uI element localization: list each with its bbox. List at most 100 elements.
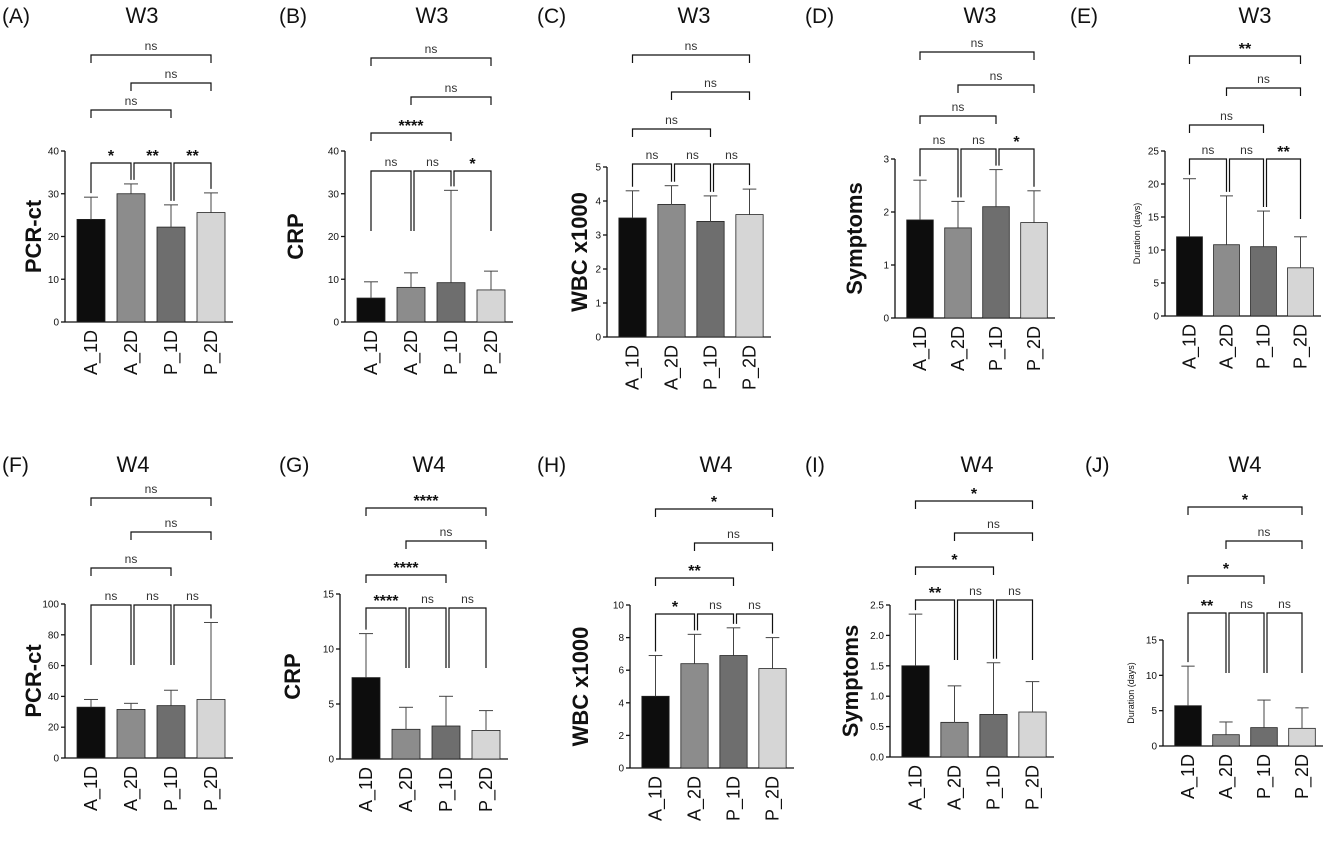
y-tick-label: 0: [53, 754, 59, 765]
bar-p-2d: [735, 214, 764, 338]
panel-letter: (C): [537, 5, 566, 28]
bar-p-2d: [196, 699, 226, 759]
bar-p-1d: [696, 220, 725, 338]
bar-a-2d: [1212, 734, 1240, 747]
significance-label: ns: [1240, 597, 1253, 611]
significance-label: *: [108, 148, 115, 165]
significance-label: ns: [146, 589, 159, 603]
x-tick-label: A_1D: [1178, 754, 1199, 799]
significance-bracket: [654, 577, 735, 586]
bar-a-1d: [641, 695, 670, 769]
bar-a-2d: [657, 203, 686, 338]
x-tick-label: P_2D: [201, 330, 222, 375]
y-tick-label: 1.5: [870, 661, 884, 672]
panel-title: W3: [1239, 3, 1272, 28]
significance-bracket: [914, 566, 995, 575]
x-tick-label: P_2D: [481, 330, 502, 375]
x-tick-label: A_1D: [356, 767, 377, 812]
significance-label: **: [186, 148, 199, 165]
y-axis-label: Symptoms: [838, 625, 863, 737]
y-tick-label: 15: [323, 590, 335, 601]
y-tick-label: 15: [1146, 636, 1158, 647]
panel-letter: (G): [279, 454, 309, 477]
bar-p-2d: [1020, 222, 1048, 319]
significance-label: ns: [1258, 525, 1271, 539]
bar-a-1d: [906, 219, 934, 319]
bar-p-2d: [1288, 727, 1316, 747]
bar-a-2d: [116, 709, 146, 759]
bar-a-2d: [396, 286, 426, 323]
significance-bracket: [654, 508, 774, 517]
bar-p-2d: [196, 212, 226, 323]
significance-bracket: [1225, 540, 1303, 549]
significance-bracket: [712, 163, 751, 192]
significance-bracket: [956, 599, 995, 660]
bar-a-2d: [1213, 244, 1240, 317]
bar-p-2d: [1018, 711, 1047, 758]
y-tick-label: 0: [618, 764, 624, 775]
x-tick-label: A_1D: [623, 345, 644, 390]
y-axis-label: WBC x1000: [568, 627, 593, 747]
significance-label: *: [672, 599, 679, 616]
significance-bracket: [370, 57, 492, 66]
significance-bracket: [133, 162, 172, 201]
significance-label: ****: [414, 493, 440, 510]
y-tick-label: 0: [1151, 742, 1157, 753]
y-tick-label: 20: [328, 232, 340, 243]
x-tick-label: P_1D: [161, 766, 182, 811]
significance-bracket: [370, 170, 412, 231]
x-tick-label: P_2D: [763, 776, 784, 821]
significance-bracket: [365, 607, 407, 668]
x-tick-label: A_1D: [361, 330, 382, 375]
significance-bracket: [914, 500, 1034, 509]
significance-label: ns: [972, 133, 985, 147]
y-tick-label: 1: [883, 261, 889, 272]
y-tick-label: 5: [595, 163, 601, 174]
significance-bracket: [453, 170, 492, 231]
panel-letter: (D): [805, 5, 834, 28]
significance-label: ns: [748, 598, 761, 612]
significance-label: *: [1013, 134, 1020, 151]
y-tick-label: 25: [1148, 147, 1160, 158]
significance-bracket: [914, 599, 956, 660]
significance-bracket: [90, 604, 132, 665]
y-tick-label: 4: [618, 698, 624, 709]
significance-label: ns: [727, 527, 740, 541]
bar-a-2d: [680, 663, 709, 769]
significance-bracket: [673, 163, 712, 192]
bar-a-2d: [391, 728, 421, 760]
x-tick-label: A_1D: [906, 765, 927, 810]
significance-label: **: [146, 148, 159, 165]
significance-label: ns: [186, 589, 199, 603]
y-axis-label: CRP: [280, 653, 305, 699]
x-tick-label: A_2D: [396, 767, 417, 812]
panel-title: W3: [416, 3, 449, 28]
y-tick-label: 2: [883, 208, 889, 219]
bar-a-1d: [351, 677, 381, 760]
significance-bracket: [919, 148, 959, 198]
x-tick-label: P_1D: [984, 765, 1005, 810]
bar-a-2d: [116, 193, 146, 323]
chart-panel-8: (H) W4 WBC x1000 0 2 4 6 8 10 A_1D A_2D P_1D P_2D * ns…: [537, 452, 794, 821]
y-tick-label: 3: [595, 231, 601, 242]
significance-bracket: [90, 567, 172, 576]
y-tick-label: 1: [595, 299, 601, 310]
y-tick-label: 2.0: [870, 631, 884, 642]
significance-bracket: [995, 599, 1034, 660]
significance-label: *: [971, 486, 978, 503]
significance-bracket: [1228, 612, 1265, 673]
significance-label: ns: [646, 148, 659, 162]
x-tick-label: P_1D: [724, 776, 745, 821]
y-tick-label: 80: [48, 630, 60, 641]
y-tick-label: 10: [323, 645, 335, 656]
significance-label: ns: [969, 584, 982, 598]
x-tick-label: P_1D: [986, 326, 1007, 371]
x-tick-label: A_1D: [910, 326, 931, 371]
y-tick-label: 0: [333, 318, 339, 329]
x-tick-label: P_2D: [740, 345, 761, 390]
significance-bracket: [133, 604, 172, 665]
x-tick-label: A_2D: [662, 345, 683, 390]
x-tick-label: A_1D: [1180, 324, 1201, 369]
panel-title: W3: [678, 3, 711, 28]
